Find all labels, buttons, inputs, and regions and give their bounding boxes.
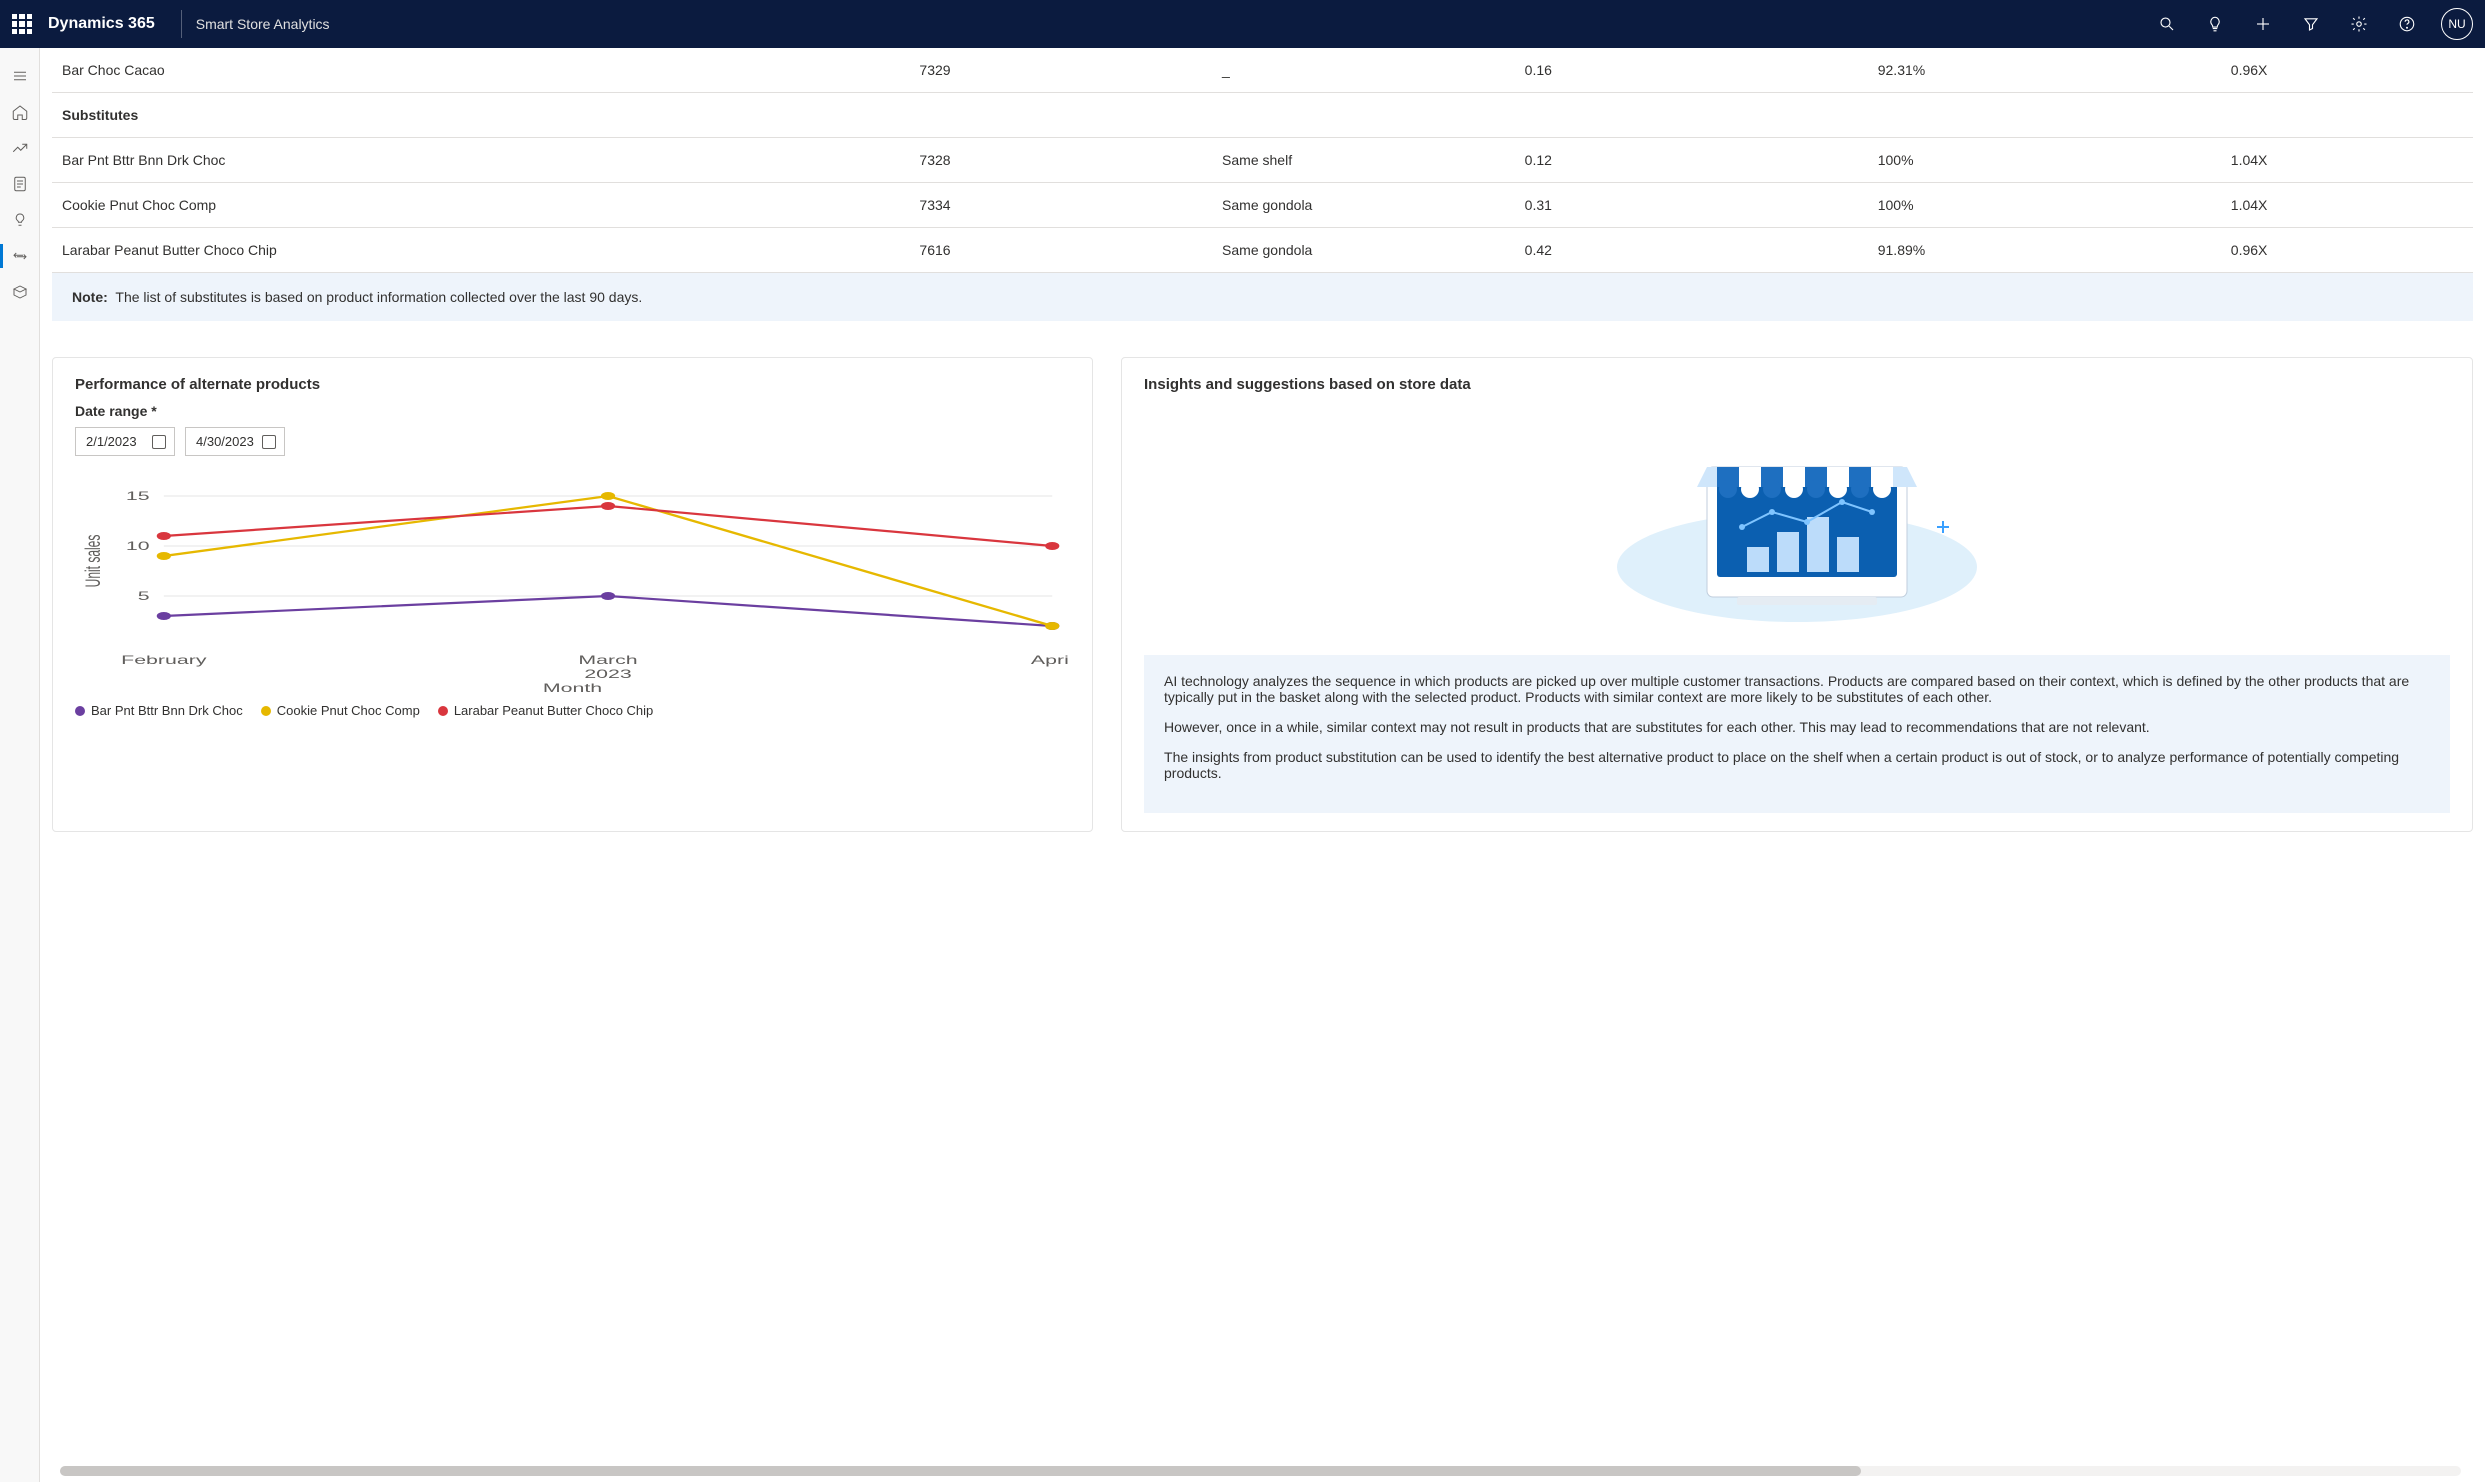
insights-p2: However, once in a while, similar contex… [1164, 719, 2430, 735]
cell-loc: Same gondola [1212, 228, 1515, 273]
cell-v3: 0.96X [2221, 48, 2473, 93]
svg-text:March: March [578, 653, 637, 667]
home-icon[interactable] [0, 94, 40, 130]
cell-loc: _ [1212, 48, 1515, 93]
cell-v3: 1.04X [2221, 183, 2473, 228]
svg-text:Unit sales: Unit sales [80, 534, 105, 587]
note-box: Note: The list of substitutes is based o… [52, 273, 2473, 321]
app-launcher-icon[interactable] [12, 14, 32, 34]
date-range-label: Date range * [75, 403, 1070, 419]
cell-name: Larabar Peanut Butter Choco Chip [52, 228, 909, 273]
legend-item: Bar Pnt Bttr Bnn Drk Choc [75, 703, 243, 718]
box-icon[interactable] [0, 274, 40, 310]
trend-icon[interactable] [0, 130, 40, 166]
swap-icon[interactable] [0, 238, 40, 274]
note-label: Note: [72, 289, 108, 305]
brand-name: Dynamics 365 [48, 15, 155, 33]
cell-id: 7616 [909, 228, 1212, 273]
insights-p3: The insights from product substitution c… [1164, 749, 2430, 781]
card-title: Performance of alternate products [75, 376, 1070, 393]
table-row: Bar Choc Cacao 7329 _ 0.16 92.31% 0.96X [52, 48, 2473, 93]
svg-text:15: 15 [126, 489, 150, 503]
table-row: Larabar Peanut Butter Choco Chip 7616 Sa… [52, 228, 2473, 273]
idea-icon[interactable] [0, 202, 40, 238]
cell-v1: 0.31 [1515, 183, 1868, 228]
svg-text:5: 5 [138, 589, 150, 603]
card-title: Insights and suggestions based on store … [1144, 376, 2450, 393]
insights-text-box: AI technology analyzes the sequence in w… [1144, 655, 2450, 813]
legend-item: Larabar Peanut Butter Choco Chip [438, 703, 653, 718]
cell-loc: Same gondola [1212, 183, 1515, 228]
cell-v1: 0.42 [1515, 228, 1868, 273]
chart-legend: Bar Pnt Bttr Bnn Drk Choc Cookie Pnut Cho… [75, 703, 1070, 718]
cell-id: 7328 [909, 138, 1212, 183]
scrollbar-thumb[interactable] [60, 1466, 1861, 1476]
insights-illustration [1144, 417, 2450, 627]
cell-v2: 91.89% [1868, 228, 2221, 273]
cell-id: 7329 [909, 48, 1212, 93]
svg-text:February: February [121, 653, 207, 667]
line-chart: 5 10 15 February March April 2023Month Unit sal… [75, 466, 1070, 746]
lightbulb-icon[interactable] [2195, 4, 2235, 44]
legend-item: Cookie Pnut Choc Comp [261, 703, 420, 718]
top-bar: Dynamics 365 Smart Store Analytics NU [0, 0, 2485, 48]
app-name: Smart Store Analytics [196, 16, 330, 32]
cell-v3: 0.96X [2221, 228, 2473, 273]
table-row: Cookie Pnut Choc Comp 7334 Same gondola … [52, 183, 2473, 228]
cell-v2: 100% [1868, 138, 2221, 183]
date-from-input[interactable]: 2/1/2023 [75, 427, 175, 456]
svg-text:Month: Month [543, 681, 602, 695]
section-label: Substitutes [52, 93, 2473, 138]
cell-v1: 0.12 [1515, 138, 1868, 183]
performance-card: Performance of alternate products Date r… [52, 357, 1093, 832]
user-avatar[interactable]: NU [2441, 8, 2473, 40]
products-table: Bar Choc Cacao 7329 _ 0.16 92.31% 0.96X … [52, 48, 2473, 273]
add-icon[interactable] [2243, 4, 2283, 44]
horizontal-scrollbar[interactable] [60, 1466, 2461, 1476]
svg-text:2023: 2023 [584, 667, 631, 681]
divider [181, 10, 182, 38]
cell-v1: 0.16 [1515, 48, 1868, 93]
main-content: Bar Choc Cacao 7329 _ 0.16 92.31% 0.96X … [40, 48, 2485, 1482]
search-icon[interactable] [2147, 4, 2187, 44]
cell-name: Bar Pnt Bttr Bnn Drk Choc [52, 138, 909, 183]
cell-id: 7334 [909, 183, 1212, 228]
cell-v2: 92.31% [1868, 48, 2221, 93]
cell-name: Bar Choc Cacao [52, 48, 909, 93]
top-actions: NU [2147, 4, 2473, 44]
cell-v3: 1.04X [2221, 138, 2473, 183]
report-icon[interactable] [0, 166, 40, 202]
insights-card: Insights and suggestions based on store … [1121, 357, 2473, 832]
insights-p1: AI technology analyzes the sequence in w… [1164, 673, 2430, 705]
table-row: Bar Pnt Bttr Bnn Drk Choc 7328 Same shel… [52, 138, 2473, 183]
note-text: The list of substitutes is based on prod… [115, 289, 642, 305]
svg-text:10: 10 [126, 539, 150, 553]
help-icon[interactable] [2387, 4, 2427, 44]
cell-v2: 100% [1868, 183, 2221, 228]
cell-loc: Same shelf [1212, 138, 1515, 183]
left-rail [0, 48, 40, 1482]
gear-icon[interactable] [2339, 4, 2379, 44]
date-to-input[interactable]: 4/30/2023 [185, 427, 285, 456]
cell-name: Cookie Pnut Choc Comp [52, 183, 909, 228]
svg-text:April: April [1031, 653, 1070, 667]
hamburger-icon[interactable] [0, 58, 40, 94]
section-header-row: Substitutes [52, 93, 2473, 138]
filter-icon[interactable] [2291, 4, 2331, 44]
